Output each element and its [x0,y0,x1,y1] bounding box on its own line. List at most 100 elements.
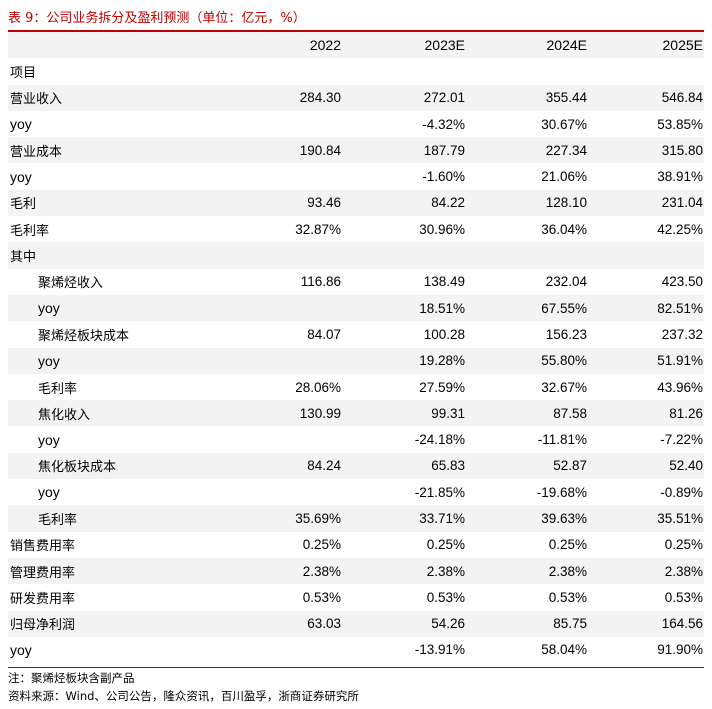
row-label: yoy [10,116,32,133]
row-label: yoy [10,168,32,185]
table-row: 毛利 93.46 84.22 128.10 231.04 [8,189,704,217]
table-cell: 130.99 [225,400,342,427]
table-cell: 51.91% [588,347,704,374]
table-cell [588,242,704,269]
row-label: 销售费用率 [10,539,76,555]
table-cell: 187.79 [342,137,466,164]
table-cell: 190.84 [225,137,342,164]
table-row: yoy 19.28% 55.80% 51.91% [8,347,704,374]
row-label: 焦化收入 [8,400,225,427]
table-cell: 93.46 [225,189,342,217]
table-cell: 99.31 [342,400,466,427]
row-label: yoy [8,294,225,322]
table-cell: -1.60% [422,169,465,185]
table-row: yoy -24.18% -11.81% -7.22% [8,426,704,452]
table-cell: -4.32% [422,116,465,132]
table-cell: 164.56 [588,610,704,637]
forecast-table: 2022 2023E 2024E 2025E 项目营业收入 284.30 272.0… [8,32,704,663]
row-label: 聚烯烃收入 [38,276,104,292]
table-cell: 42.25% [657,221,703,237]
table-cell: 0.53% [664,589,703,605]
row-label: 毛利率 [10,223,50,239]
row-label: 研发费用率 [10,591,76,607]
table-cell: 284.30 [225,84,342,111]
table-row: yoy -13.91% 58.04% 91.90% [8,637,704,663]
table-row: 研发费用率 0.53% 0.53% 0.53% 0.53% [8,584,704,610]
table-cell [225,163,342,189]
table-cell: 54.26 [342,610,466,637]
table-cell: 67.55% [466,294,588,322]
row-label: 项目 [10,65,37,81]
table-cell: 100.28 [423,326,465,342]
table-cell: -13.91% [414,642,465,658]
table-cell [225,58,342,84]
table-cell [225,479,342,505]
table-cell [588,58,704,84]
table-cell: 272.01 [342,84,466,111]
table-cell: 138.49 [423,274,465,290]
table-cell [225,347,342,374]
table-row: 毛利率 35.69% 33.71% 39.63% 35.51% [8,505,704,532]
table-cell: -7.22% [660,432,703,448]
table-cell [225,242,342,269]
table-cell: 52.87 [466,452,588,480]
table-cell: 546.84 [588,84,704,111]
table-body: 项目营业收入 284.30 272.01 355.44 546.84 yoy -4.32% 3… [8,58,704,663]
table-cell: 232.04 [545,274,587,290]
table-title: 表 9：公司业务拆分及盈利预测（单位：亿元，%） [8,11,306,26]
row-label: 毛利率 [38,381,78,397]
table-cell: 38.91% [657,169,703,185]
table-cell: 84.24 [225,452,342,480]
table-cell: 237.32 [661,326,703,342]
table-cell: 2.38% [225,557,342,585]
table-row: 管理费用率 2.38% 2.38% 2.38% 2.38% [8,557,704,585]
table-cell [466,58,588,84]
table-cell: 21.06% [541,169,587,185]
table-cell: 0.25% [302,537,341,553]
table-cell [342,242,466,269]
table-cell: 2.38% [588,557,704,585]
table-cell: 55.80% [466,347,588,374]
row-label: yoy [8,347,225,374]
table-cell: 30.96% [419,221,465,237]
table-cell: -24.18% [414,432,465,448]
table-cell: 0.53% [426,589,465,605]
table-cell: 2.38% [342,557,466,585]
table-row: 其中 [8,242,704,269]
table-row: 毛利率 28.06% 27.59% 32.67% 43.96% [8,374,704,400]
table-row: 焦化板块成本 84.24 65.83 52.87 52.40 [8,452,704,480]
table-row: 毛利率 32.87% 30.96% 36.04% 42.25% [8,216,704,242]
row-label: 焦化板块成本 [8,452,225,480]
table-cell: 36.04% [541,221,587,237]
header-row: 2022 2023E 2024E 2025E [8,32,704,59]
table-cell: 0.53% [302,589,341,605]
footer-rule [8,667,704,668]
table-cell: 84.07 [307,326,341,342]
table-cell: 116.86 [300,274,341,290]
table-cell [342,58,466,84]
table-cell: 32.87% [295,221,341,237]
table-note: 注：聚烯烃板块含副产品 [8,671,135,685]
table-cell: 0.25% [664,537,703,553]
table-cell: 32.67% [541,379,587,395]
table-cell: 87.58 [466,400,588,427]
table-row: 销售费用率 0.25% 0.25% 0.25% 0.25% [8,532,704,558]
table-cell: 2.38% [466,557,588,585]
table-row: yoy -1.60% 21.06% 38.91% [8,163,704,189]
table-cell: 231.04 [588,189,704,217]
table-row: 营业成本 190.84 187.79 227.34 315.80 [8,137,704,164]
table-cell [225,637,342,663]
table-row: yoy -4.32% 30.67% 53.85% [8,111,704,137]
table-cell: 18.51% [342,294,466,322]
row-label: 营业成本 [8,137,225,164]
table-cell: 58.04% [541,642,587,658]
column-header: 2025E [588,32,704,59]
table-row: 营业收入 284.30 272.01 355.44 546.84 [8,84,704,111]
row-label: yoy [38,431,60,448]
table-cell: 156.23 [545,326,587,342]
table-cell: 35.69% [225,505,342,532]
table-cell: 0.25% [426,537,465,553]
title-rule [8,30,704,32]
column-header: 2024E [466,32,588,59]
